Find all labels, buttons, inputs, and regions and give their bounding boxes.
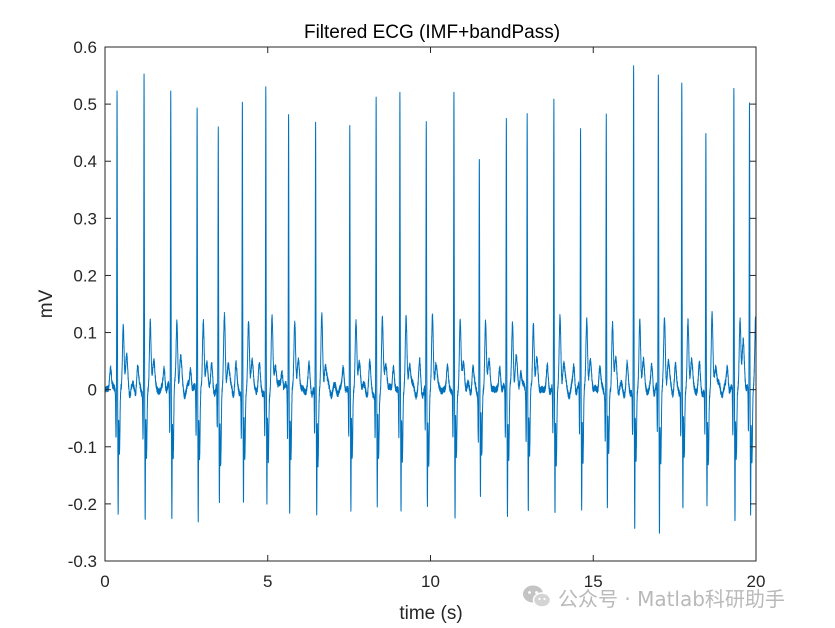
y-tick-label: 0.2 (73, 266, 97, 285)
watermark: 公众号 · Matlab科研助手 (522, 582, 785, 612)
x-tick-label: 15 (584, 572, 603, 591)
y-tick-label: 0.1 (73, 324, 97, 343)
x-tick-label: 5 (263, 572, 272, 591)
x-axis-ticks: 0 5 10 15 20 (100, 47, 765, 591)
y-tick-label: -0.1 (68, 438, 97, 457)
wechat-icon (523, 585, 552, 608)
x-tick-label: 10 (421, 572, 440, 591)
y-tick-label: 0.3 (73, 209, 97, 228)
chart-title: Filtered ECG (IMF+bandPass) (304, 22, 560, 43)
x-tick-label: 20 (747, 572, 766, 591)
y-tick-label: 0.4 (73, 152, 97, 171)
y-axis-ticks: -0.3 -0.2 -0.1 0 0.1 0.2 0.3 0.4 0.5 0.6 (68, 38, 756, 571)
watermark-text: 公众号 · Matlab科研助手 (558, 586, 785, 611)
y-tick-label: 0.5 (73, 95, 97, 114)
x-axis-title: time (s) (399, 603, 462, 624)
y-tick-label: 0.6 (73, 38, 97, 57)
x-tick-label: 0 (100, 572, 109, 591)
ecg-trace-line (104, 65, 757, 534)
y-tick-label: -0.3 (68, 552, 97, 571)
plot-area (105, 47, 756, 561)
y-axis-title: mV (36, 289, 57, 318)
y-tick-label: -0.2 (68, 495, 97, 514)
y-tick-label: 0 (88, 381, 97, 400)
